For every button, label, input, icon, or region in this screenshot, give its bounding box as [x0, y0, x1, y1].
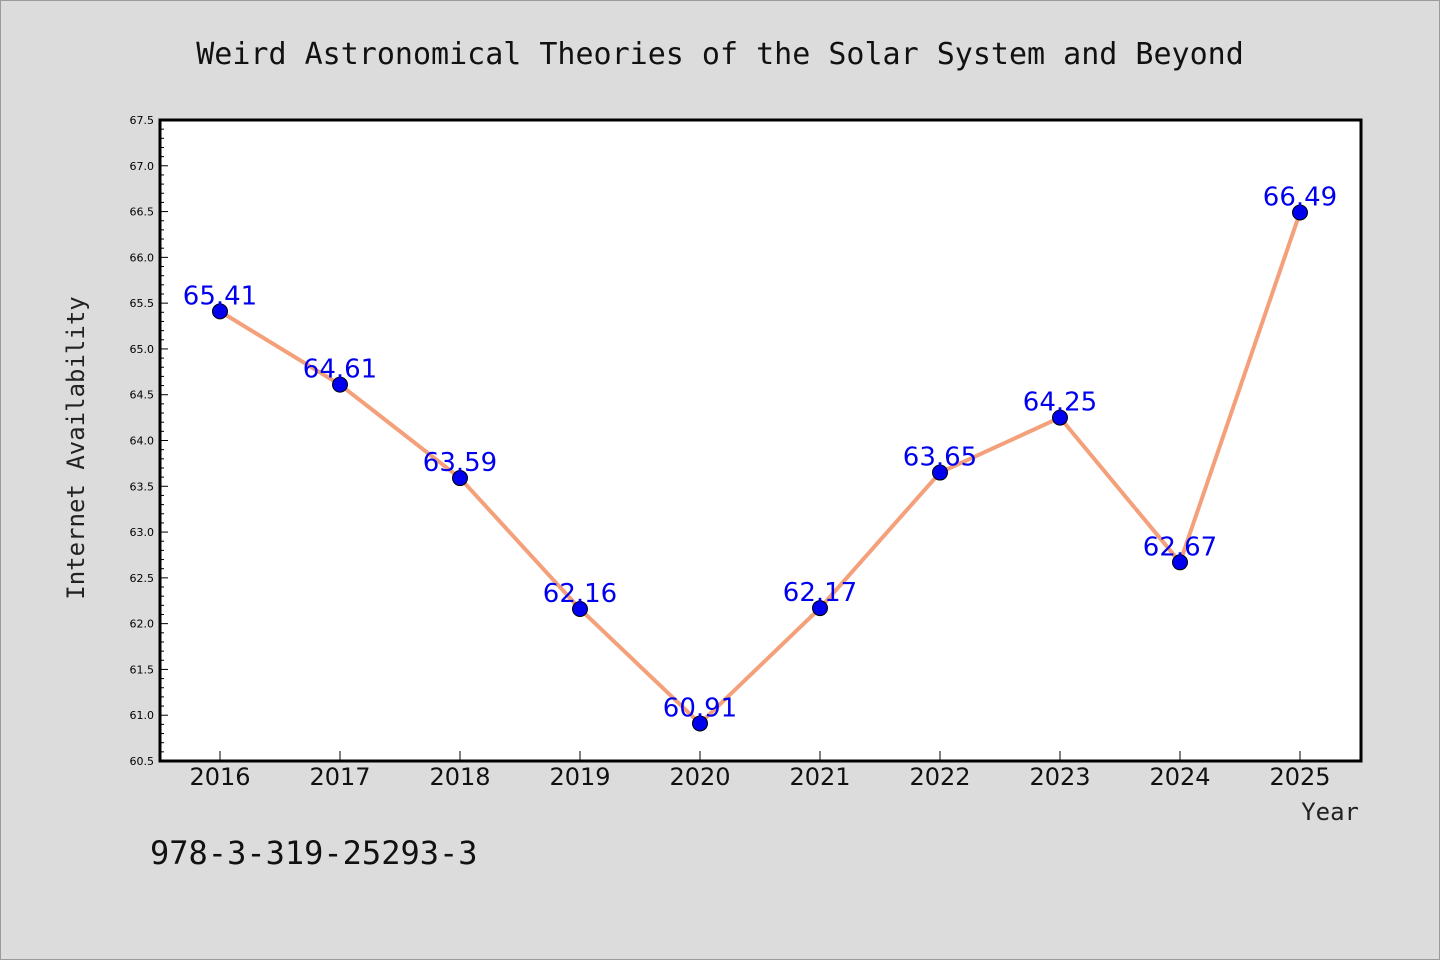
y-tick-label: 63.0 [130, 526, 155, 539]
plot-area [158, 118, 1363, 763]
x-tick-label: 2021 [789, 763, 850, 791]
data-label: 66.49 [1263, 182, 1337, 212]
data-label: 62.67 [1143, 532, 1217, 562]
x-tick-label: 2018 [429, 763, 490, 791]
y-tick-label: 65.0 [130, 343, 155, 356]
data-point [812, 600, 828, 617]
x-tick-label: 2025 [1269, 763, 1330, 791]
data-label: 63.65 [903, 443, 977, 473]
data-label: 62.16 [543, 579, 617, 609]
x-tick-label: 2022 [909, 763, 970, 791]
data-label: 63.59 [423, 448, 497, 478]
data-point [332, 376, 348, 393]
y-axis-ticks: 60.5 61.0 61.5 62.0 62.5 63.0 63.5 64.0 64.5 65.0… [130, 114, 168, 768]
footnote-isbn: 978-3-319-25293-3 [150, 834, 478, 872]
x-tick-label: 2023 [1029, 763, 1090, 791]
y-tick-label: 61.5 [130, 663, 155, 676]
y-tick-label: 64.0 [130, 435, 155, 448]
x-tick-label: 2019 [549, 763, 610, 791]
data-point [1052, 409, 1068, 426]
y-tick-label: 67.5 [130, 114, 155, 127]
data-label: 64.25 [1023, 388, 1097, 418]
data-point [692, 715, 708, 732]
y-tick-label: 62.5 [130, 572, 155, 585]
data-point [932, 464, 948, 481]
x-tick-label: 2024 [1149, 763, 1210, 791]
data-point [212, 303, 228, 320]
data-labels: 65.41 64.61 63.59 62.16 60.91 62.17 63.65 64.25… [183, 182, 1337, 723]
data-point [452, 470, 468, 487]
y-tick-label: 67.0 [130, 160, 155, 173]
chart-title: Weird Astronomical Theories of the Solar… [196, 37, 1244, 72]
series-layer [212, 204, 1308, 732]
data-label: 62.17 [783, 578, 857, 608]
y-tick-label: 60.5 [130, 755, 155, 768]
x-tick-label: 2017 [309, 763, 370, 791]
x-tick-label: 2016 [189, 763, 250, 791]
y-axis-label: Internet Availability [62, 296, 90, 599]
y-tick-label: 61.0 [130, 709, 155, 722]
y-tick-label: 63.5 [130, 480, 155, 493]
y-tick-label: 64.5 [130, 389, 155, 402]
data-point [572, 600, 588, 617]
y-tick-label: 65.5 [130, 297, 155, 310]
y-tick-label: 66.0 [130, 251, 155, 264]
data-label: 64.61 [303, 355, 377, 385]
x-axis-label: Year [1301, 798, 1359, 826]
data-point [1172, 554, 1188, 571]
series-line [218, 211, 1302, 726]
data-label: 60.91 [663, 693, 737, 723]
y-tick-label: 62.0 [130, 618, 155, 631]
x-tick-label: 2020 [669, 763, 730, 791]
x-axis-ticks: 2016 2017 2018 2019 2020 2021 2022 2023 2024 2025 [189, 751, 1331, 791]
data-point [1292, 204, 1308, 221]
data-label: 65.41 [183, 281, 257, 311]
y-tick-label: 66.5 [130, 206, 155, 219]
